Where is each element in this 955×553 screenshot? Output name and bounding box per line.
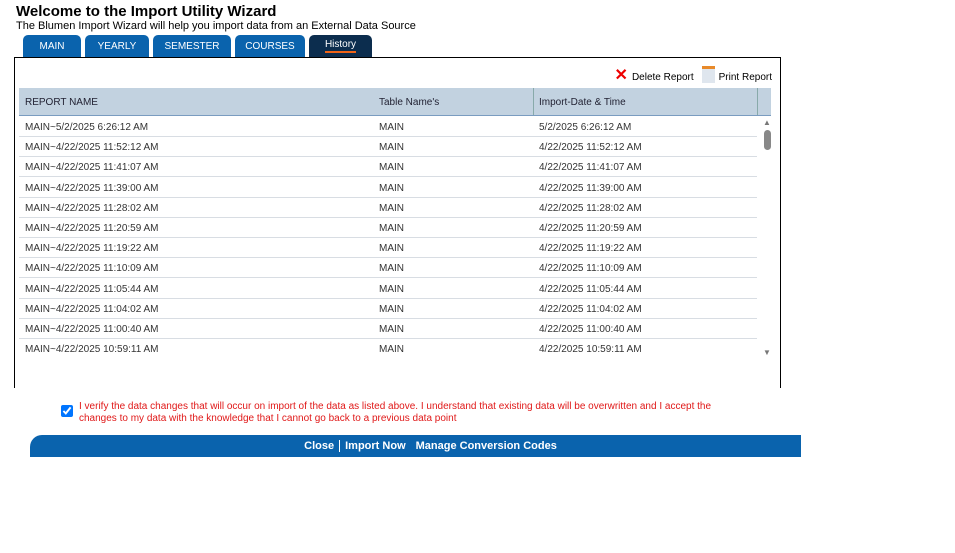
cell-table-name: MAIN: [379, 283, 404, 295]
tab-label: YEARLY: [97, 40, 137, 52]
delete-report-button[interactable]: Delete Report: [631, 72, 694, 83]
grid-header: REPORT NAME Table Name's Import-Date & T…: [19, 88, 771, 116]
report-actions: ✕ Delete Report Print Report: [614, 66, 772, 84]
table-row[interactable]: MAIN~4/22/2025 11:41:07 AM MAIN 4/22/2025 …: [19, 156, 757, 178]
column-report-name[interactable]: REPORT NAME: [25, 97, 98, 108]
page-subtitle: The Blumen Import Wizard will help you i…: [16, 20, 416, 32]
scroll-down-icon[interactable]: ▼: [763, 348, 771, 357]
table-row[interactable]: MAIN~4/22/2025 11:52:12 AM MAIN 4/22/2025 …: [19, 136, 757, 158]
cell-report-name: MAIN~4/22/2025 11:41:07 AM: [25, 162, 159, 174]
table-row[interactable]: MAIN~4/22/2025 10:59:11 AM MAIN 4/22/2025 …: [19, 338, 757, 358]
tab-bar: MAIN YEARLY SEMESTER COURSES History: [23, 35, 372, 57]
delete-icon[interactable]: ✕: [614, 67, 628, 84]
verify-section: I verify the data changes that will occu…: [61, 401, 721, 425]
import-now-button[interactable]: Import Now: [345, 440, 406, 452]
cell-report-name: MAIN~4/22/2025 11:04:02 AM: [25, 303, 159, 315]
tab-history[interactable]: History: [309, 35, 372, 57]
table-row[interactable]: MAIN~4/22/2025 11:04:02 AM MAIN 4/22/2025 …: [19, 298, 757, 319]
cell-report-name: MAIN~4/22/2025 10:59:11 AM: [25, 344, 159, 356]
tab-label: COURSES: [245, 40, 295, 52]
verify-checkbox[interactable]: [61, 405, 73, 417]
scroll-up-icon[interactable]: ▲: [763, 118, 771, 127]
cell-import-date: 4/22/2025 11:05:44 AM: [539, 283, 642, 295]
print-icon[interactable]: [701, 66, 715, 83]
vertical-scrollbar[interactable]: ▲ ▼: [761, 116, 771, 358]
tab-main[interactable]: MAIN: [23, 35, 81, 57]
column-table-name[interactable]: Table Name's: [379, 97, 440, 108]
page-title: Welcome to the Import Utility Wizard: [16, 3, 277, 20]
table-row[interactable]: MAIN~4/22/2025 11:20:59 AM MAIN 4/22/2025 …: [19, 217, 757, 238]
table-row[interactable]: MAIN~4/22/2025 11:19:22 AM MAIN 4/22/2025 …: [19, 237, 757, 259]
tab-yearly[interactable]: YEARLY: [85, 35, 149, 57]
cell-import-date: 4/22/2025 11:04:02 AM: [539, 303, 642, 315]
column-separator: [533, 88, 534, 115]
table-row[interactable]: MAIN~4/22/2025 11:28:02 AM MAIN 4/22/2025 …: [19, 197, 757, 218]
history-grid: REPORT NAME Table Name's Import-Date & T…: [19, 88, 771, 358]
cell-report-name: MAIN~5/2/2025 6:26:12 AM: [25, 122, 149, 133]
table-row[interactable]: MAIN~4/22/2025 11:10:09 AM MAIN 4/22/2025 …: [19, 257, 757, 279]
cell-table-name: MAIN: [379, 263, 404, 275]
table-row[interactable]: MAIN~4/22/2025 11:00:40 AM MAIN 4/22/2025 …: [19, 318, 757, 339]
table-row[interactable]: MAIN~4/22/2025 11:05:44 AM MAIN 4/22/2025 …: [19, 278, 757, 299]
cell-report-name: MAIN~4/22/2025 11:20:59 AM: [25, 223, 159, 234]
cell-report-name: MAIN~4/22/2025 11:00:40 AM: [25, 324, 159, 335]
cell-import-date: 4/22/2025 11:28:02 AM: [539, 202, 642, 214]
cell-table-name: MAIN: [379, 182, 404, 194]
footer-bar: Close Import Now Manage Conversion Codes: [30, 435, 801, 457]
cell-table-name: MAIN: [379, 223, 404, 234]
manage-conversion-codes-button[interactable]: Manage Conversion Codes: [415, 440, 557, 452]
cell-table-name: MAIN: [379, 142, 404, 154]
cell-table-name: MAIN: [379, 344, 404, 356]
cell-report-name: MAIN~4/22/2025 11:10:09 AM: [25, 263, 159, 275]
cell-import-date: 4/22/2025 11:00:40 AM: [539, 324, 642, 335]
cell-import-date: 4/22/2025 11:52:12 AM: [539, 142, 642, 154]
history-panel: ✕ Delete Report Print Report REPORT NAME…: [14, 57, 781, 388]
scrollbar-thumb[interactable]: [764, 130, 771, 150]
cell-import-date: 4/22/2025 11:39:00 AM: [539, 182, 642, 194]
cell-table-name: MAIN: [379, 122, 404, 133]
cell-table-name: MAIN: [379, 243, 404, 255]
cell-report-name: MAIN~4/22/2025 11:05:44 AM: [25, 283, 159, 295]
tab-semester[interactable]: SEMESTER: [153, 35, 231, 57]
cell-report-name: MAIN~4/22/2025 11:19:22 AM: [25, 243, 159, 255]
cell-table-name: MAIN: [379, 303, 404, 315]
divider: [339, 440, 341, 452]
table-row[interactable]: MAIN~4/22/2025 11:39:00 AM MAIN 4/22/2025 …: [19, 177, 757, 198]
column-separator: [757, 88, 758, 115]
cell-import-date: 4/22/2025 11:10:09 AM: [539, 263, 642, 275]
cell-table-name: MAIN: [379, 162, 404, 174]
tab-courses[interactable]: COURSES: [235, 35, 305, 57]
verify-text: I verify the data changes that will occu…: [79, 401, 712, 424]
close-button[interactable]: Close: [304, 440, 335, 452]
cell-import-date: 4/22/2025 10:59:11 AM: [539, 344, 642, 356]
cell-report-name: MAIN~4/22/2025 11:28:02 AM: [25, 202, 159, 214]
cell-import-date: 5/2/2025 6:26:12 AM: [539, 122, 632, 133]
tab-label: SEMESTER: [164, 40, 220, 52]
column-import-date[interactable]: Import-Date & Time: [539, 97, 626, 108]
cell-report-name: MAIN~4/22/2025 11:39:00 AM: [25, 182, 159, 194]
print-report-button[interactable]: Print Report: [718, 72, 772, 83]
cell-table-name: MAIN: [379, 324, 404, 335]
cell-import-date: 4/22/2025 11:41:07 AM: [539, 162, 642, 174]
tab-label: History: [324, 39, 357, 53]
cell-report-name: MAIN~4/22/2025 11:52:12 AM: [25, 142, 159, 154]
table-row[interactable]: MAIN~5/2/2025 6:26:12 AM MAIN 5/2/2025 6:2…: [19, 116, 757, 137]
cell-table-name: MAIN: [379, 202, 404, 214]
cell-import-date: 4/22/2025 11:19:22 AM: [539, 243, 642, 255]
cell-import-date: 4/22/2025 11:20:59 AM: [539, 223, 642, 234]
tab-label: MAIN: [39, 40, 65, 52]
